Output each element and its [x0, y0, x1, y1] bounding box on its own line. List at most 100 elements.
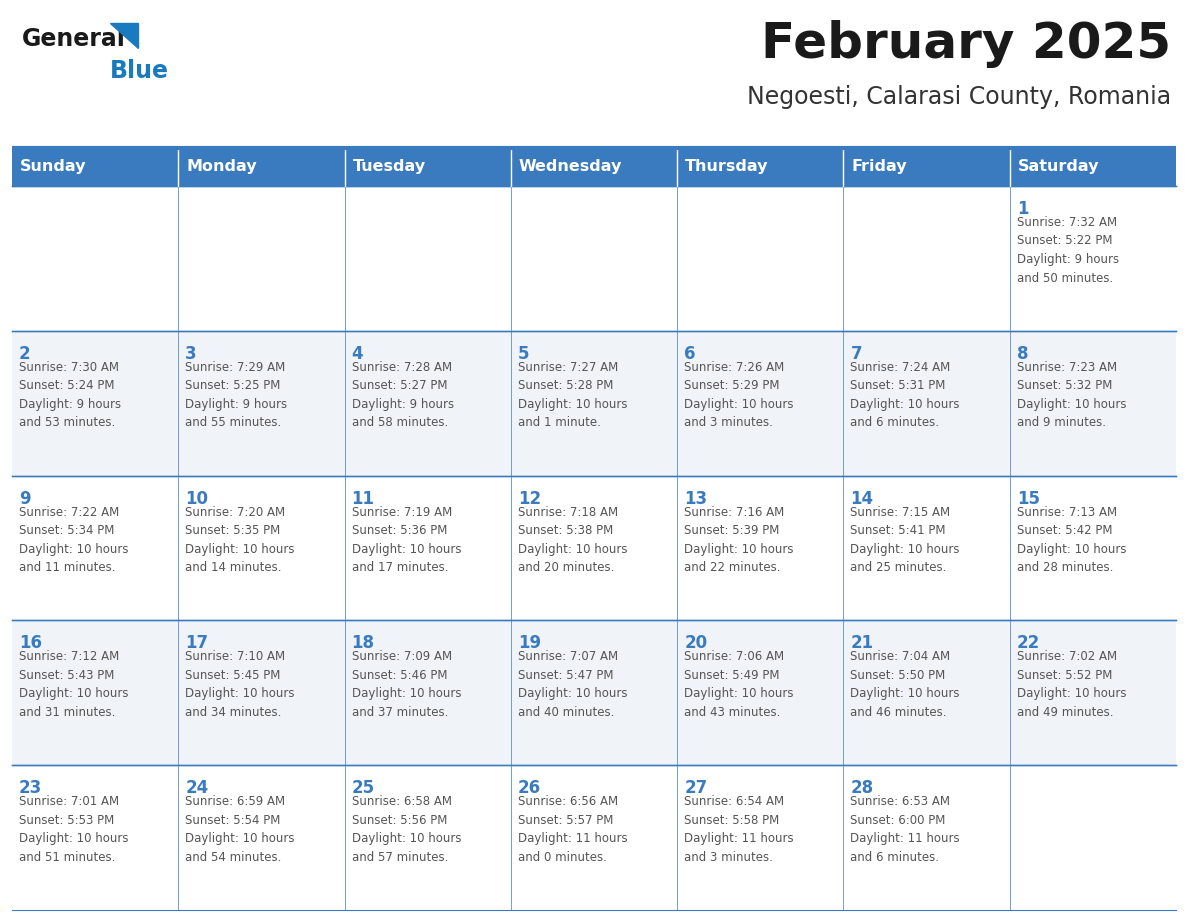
Text: Sunrise: 7:30 AM
Sunset: 5:24 PM
Daylight: 9 hours
and 53 minutes.: Sunrise: 7:30 AM Sunset: 5:24 PM Dayligh…	[19, 361, 121, 430]
Bar	[843, 621, 1010, 766]
Text: 19: 19	[518, 634, 541, 653]
Text: Friday: Friday	[852, 160, 908, 174]
Text: Sunrise: 7:23 AM
Sunset: 5:32 PM
Daylight: 10 hours
and 9 minutes.: Sunrise: 7:23 AM Sunset: 5:32 PM Dayligh…	[1017, 361, 1126, 430]
Text: Sunrise: 7:26 AM
Sunset: 5:29 PM
Daylight: 10 hours
and 3 minutes.: Sunrise: 7:26 AM Sunset: 5:29 PM Dayligh…	[684, 361, 794, 430]
Bar	[511, 148, 677, 186]
Text: 28: 28	[851, 779, 873, 797]
Text: Sunrise: 7:09 AM
Sunset: 5:46 PM
Daylight: 10 hours
and 37 minutes.: Sunrise: 7:09 AM Sunset: 5:46 PM Dayligh…	[352, 650, 461, 719]
Bar	[677, 766, 843, 910]
Text: 6: 6	[684, 345, 696, 363]
Text: Sunrise: 7:20 AM
Sunset: 5:35 PM
Daylight: 10 hours
and 14 minutes.: Sunrise: 7:20 AM Sunset: 5:35 PM Dayligh…	[185, 506, 295, 574]
Bar	[12, 330, 178, 476]
Text: 26: 26	[518, 779, 541, 797]
Text: Sunrise: 7:13 AM
Sunset: 5:42 PM
Daylight: 10 hours
and 28 minutes.: Sunrise: 7:13 AM Sunset: 5:42 PM Dayligh…	[1017, 506, 1126, 574]
Text: 18: 18	[352, 634, 374, 653]
Text: Sunrise: 7:22 AM
Sunset: 5:34 PM
Daylight: 10 hours
and 11 minutes.: Sunrise: 7:22 AM Sunset: 5:34 PM Dayligh…	[19, 506, 128, 574]
Bar	[178, 186, 345, 330]
Text: Sunrise: 7:27 AM
Sunset: 5:28 PM
Daylight: 10 hours
and 1 minute.: Sunrise: 7:27 AM Sunset: 5:28 PM Dayligh…	[518, 361, 627, 430]
Bar	[511, 476, 677, 621]
Text: 17: 17	[185, 634, 208, 653]
Text: Wednesday: Wednesday	[519, 160, 623, 174]
Bar	[843, 766, 1010, 910]
Polygon shape	[110, 23, 138, 48]
Bar	[677, 186, 843, 330]
Bar	[1010, 476, 1176, 621]
Bar	[12, 186, 178, 330]
Bar	[843, 330, 1010, 476]
Bar	[843, 476, 1010, 621]
Text: 21: 21	[851, 634, 873, 653]
Text: 10: 10	[185, 489, 208, 508]
Bar	[345, 621, 511, 766]
Bar	[1010, 621, 1176, 766]
Bar	[677, 621, 843, 766]
Text: 23: 23	[19, 779, 43, 797]
Bar	[12, 621, 178, 766]
Text: 22: 22	[1017, 634, 1040, 653]
Text: 5: 5	[518, 345, 530, 363]
Bar	[1010, 766, 1176, 910]
Text: Sunrise: 7:04 AM
Sunset: 5:50 PM
Daylight: 10 hours
and 46 minutes.: Sunrise: 7:04 AM Sunset: 5:50 PM Dayligh…	[851, 650, 960, 719]
Text: Sunrise: 7:24 AM
Sunset: 5:31 PM
Daylight: 10 hours
and 6 minutes.: Sunrise: 7:24 AM Sunset: 5:31 PM Dayligh…	[851, 361, 960, 430]
Bar	[12, 766, 178, 910]
Bar	[511, 186, 677, 330]
Text: 8: 8	[1017, 345, 1029, 363]
Text: Sunrise: 6:54 AM
Sunset: 5:58 PM
Daylight: 11 hours
and 3 minutes.: Sunrise: 6:54 AM Sunset: 5:58 PM Dayligh…	[684, 795, 794, 864]
Bar	[1010, 330, 1176, 476]
Text: General: General	[23, 27, 126, 51]
Text: 24: 24	[185, 779, 209, 797]
Text: Monday: Monday	[187, 160, 257, 174]
Bar	[1010, 148, 1176, 186]
Text: Thursday: Thursday	[685, 160, 769, 174]
Bar	[178, 330, 345, 476]
Text: Sunrise: 6:53 AM
Sunset: 6:00 PM
Daylight: 11 hours
and 6 minutes.: Sunrise: 6:53 AM Sunset: 6:00 PM Dayligh…	[851, 795, 960, 864]
Text: 16: 16	[19, 634, 42, 653]
Bar	[511, 766, 677, 910]
Bar	[12, 476, 178, 621]
Bar	[345, 476, 511, 621]
Text: 11: 11	[352, 489, 374, 508]
Text: Sunrise: 7:07 AM
Sunset: 5:47 PM
Daylight: 10 hours
and 40 minutes.: Sunrise: 7:07 AM Sunset: 5:47 PM Dayligh…	[518, 650, 627, 719]
Text: Tuesday: Tuesday	[353, 160, 425, 174]
Bar	[345, 766, 511, 910]
Text: Sunrise: 7:29 AM
Sunset: 5:25 PM
Daylight: 9 hours
and 55 minutes.: Sunrise: 7:29 AM Sunset: 5:25 PM Dayligh…	[185, 361, 287, 430]
Bar	[843, 148, 1010, 186]
Bar	[1010, 186, 1176, 330]
Text: 14: 14	[851, 489, 873, 508]
Text: Sunrise: 6:59 AM
Sunset: 5:54 PM
Daylight: 10 hours
and 54 minutes.: Sunrise: 6:59 AM Sunset: 5:54 PM Dayligh…	[185, 795, 295, 864]
Text: Blue: Blue	[110, 59, 169, 83]
Text: Sunrise: 7:19 AM
Sunset: 5:36 PM
Daylight: 10 hours
and 17 minutes.: Sunrise: 7:19 AM Sunset: 5:36 PM Dayligh…	[352, 506, 461, 574]
Bar	[677, 476, 843, 621]
Text: Sunrise: 6:56 AM
Sunset: 5:57 PM
Daylight: 11 hours
and 0 minutes.: Sunrise: 6:56 AM Sunset: 5:57 PM Dayligh…	[518, 795, 627, 864]
Text: Saturday: Saturday	[1018, 160, 1099, 174]
Bar	[511, 621, 677, 766]
Text: Sunrise: 7:16 AM
Sunset: 5:39 PM
Daylight: 10 hours
and 22 minutes.: Sunrise: 7:16 AM Sunset: 5:39 PM Dayligh…	[684, 506, 794, 574]
Text: Sunday: Sunday	[20, 160, 87, 174]
Bar	[511, 330, 677, 476]
Text: 13: 13	[684, 489, 707, 508]
Text: Sunrise: 6:58 AM
Sunset: 5:56 PM
Daylight: 10 hours
and 57 minutes.: Sunrise: 6:58 AM Sunset: 5:56 PM Dayligh…	[352, 795, 461, 864]
Text: Sunrise: 7:28 AM
Sunset: 5:27 PM
Daylight: 9 hours
and 58 minutes.: Sunrise: 7:28 AM Sunset: 5:27 PM Dayligh…	[352, 361, 454, 430]
Text: Sunrise: 7:02 AM
Sunset: 5:52 PM
Daylight: 10 hours
and 49 minutes.: Sunrise: 7:02 AM Sunset: 5:52 PM Dayligh…	[1017, 650, 1126, 719]
Bar	[345, 186, 511, 330]
Bar	[178, 621, 345, 766]
Text: 3: 3	[185, 345, 197, 363]
Text: 20: 20	[684, 634, 707, 653]
Text: Sunrise: 7:18 AM
Sunset: 5:38 PM
Daylight: 10 hours
and 20 minutes.: Sunrise: 7:18 AM Sunset: 5:38 PM Dayligh…	[518, 506, 627, 574]
Text: Sunrise: 7:12 AM
Sunset: 5:43 PM
Daylight: 10 hours
and 31 minutes.: Sunrise: 7:12 AM Sunset: 5:43 PM Dayligh…	[19, 650, 128, 719]
Text: 25: 25	[352, 779, 374, 797]
Text: 1: 1	[1017, 200, 1029, 218]
Text: February 2025: February 2025	[760, 20, 1171, 68]
Bar	[677, 330, 843, 476]
Text: Sunrise: 7:06 AM
Sunset: 5:49 PM
Daylight: 10 hours
and 43 minutes.: Sunrise: 7:06 AM Sunset: 5:49 PM Dayligh…	[684, 650, 794, 719]
Bar	[12, 148, 178, 186]
Bar	[345, 148, 511, 186]
Bar	[843, 186, 1010, 330]
Text: Sunrise: 7:15 AM
Sunset: 5:41 PM
Daylight: 10 hours
and 25 minutes.: Sunrise: 7:15 AM Sunset: 5:41 PM Dayligh…	[851, 506, 960, 574]
Text: 12: 12	[518, 489, 541, 508]
Text: Sunrise: 7:32 AM
Sunset: 5:22 PM
Daylight: 9 hours
and 50 minutes.: Sunrise: 7:32 AM Sunset: 5:22 PM Dayligh…	[1017, 216, 1119, 285]
Bar	[178, 148, 345, 186]
Text: Sunrise: 7:01 AM
Sunset: 5:53 PM
Daylight: 10 hours
and 51 minutes.: Sunrise: 7:01 AM Sunset: 5:53 PM Dayligh…	[19, 795, 128, 864]
Text: 27: 27	[684, 779, 707, 797]
Text: 4: 4	[352, 345, 364, 363]
